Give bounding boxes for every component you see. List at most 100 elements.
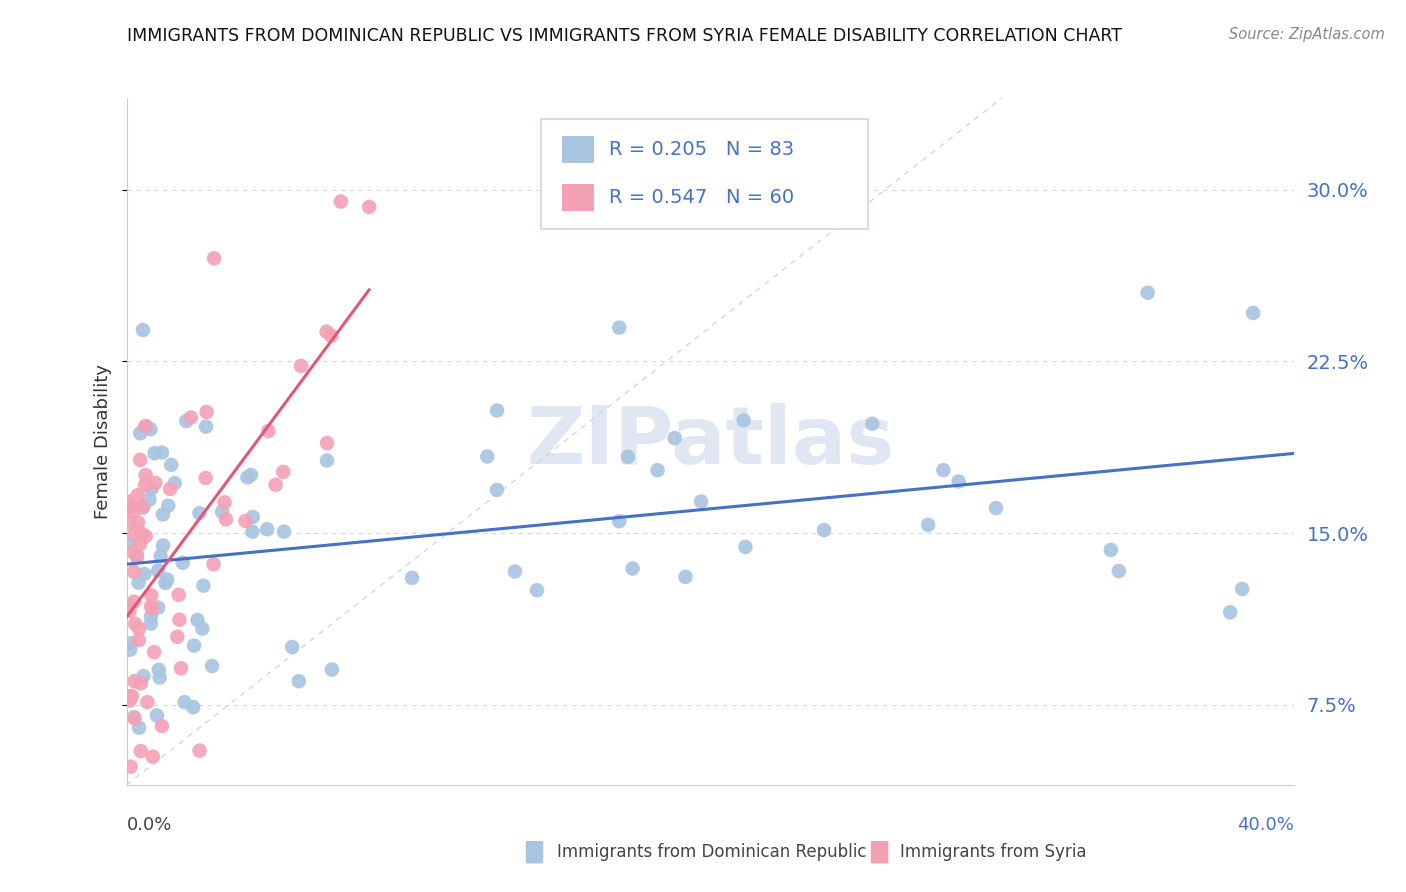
Point xyxy=(813,523,835,537)
Point xyxy=(734,540,756,554)
Point xyxy=(477,450,499,464)
Point xyxy=(121,689,143,703)
Point xyxy=(186,613,208,627)
Point xyxy=(134,567,156,582)
Point xyxy=(120,642,142,657)
Point xyxy=(733,413,755,427)
Point xyxy=(122,710,145,724)
Point xyxy=(170,661,193,675)
Point xyxy=(132,500,155,515)
Text: Immigrants from Dominican Republic: Immigrants from Dominican Republic xyxy=(557,843,866,861)
Point xyxy=(621,561,644,575)
Text: R = 0.205   N = 83: R = 0.205 N = 83 xyxy=(609,140,793,159)
Point xyxy=(607,320,630,334)
Point xyxy=(288,674,311,689)
Point xyxy=(139,599,162,614)
Point xyxy=(329,194,352,209)
Point xyxy=(239,467,262,482)
Point xyxy=(139,616,162,631)
Text: 40.0%: 40.0% xyxy=(1237,816,1294,834)
Point xyxy=(984,501,1007,516)
Point xyxy=(1136,285,1159,300)
Point xyxy=(125,548,148,562)
Text: IMMIGRANTS FROM DOMINICAN REPUBLIC VS IMMIGRANTS FROM SYRIA FEMALE DISABILITY CO: IMMIGRANTS FROM DOMINICAN REPUBLIC VS IM… xyxy=(127,27,1122,45)
Point xyxy=(135,419,157,434)
Point xyxy=(127,488,149,502)
Point xyxy=(135,529,157,543)
Bar xyxy=(562,184,595,211)
Point xyxy=(129,426,152,441)
Point xyxy=(121,500,143,514)
Point xyxy=(128,575,150,590)
Point xyxy=(316,453,339,467)
Point xyxy=(139,609,162,624)
Point xyxy=(159,482,181,496)
Point xyxy=(152,508,174,522)
Point xyxy=(675,570,697,584)
Text: █: █ xyxy=(870,840,887,863)
Point xyxy=(174,414,197,428)
Point xyxy=(120,636,142,650)
Point xyxy=(143,446,166,460)
Point xyxy=(290,359,312,373)
Point xyxy=(156,573,179,587)
Point xyxy=(1108,564,1130,578)
Text: R = 0.547   N = 60: R = 0.547 N = 60 xyxy=(609,188,793,207)
Point xyxy=(118,690,141,704)
Point xyxy=(122,505,145,519)
Point xyxy=(188,506,211,520)
Point xyxy=(181,700,204,714)
Point xyxy=(193,579,215,593)
Point xyxy=(118,599,141,613)
Point xyxy=(183,639,205,653)
Point xyxy=(647,463,669,477)
Point xyxy=(235,514,257,528)
Point xyxy=(118,604,141,618)
Point xyxy=(271,465,294,479)
Point xyxy=(214,495,236,509)
Point xyxy=(401,571,423,585)
Point xyxy=(142,601,165,615)
Point xyxy=(128,633,150,648)
Point xyxy=(118,494,141,508)
Point xyxy=(607,514,630,528)
Point xyxy=(617,450,640,464)
Point xyxy=(141,588,163,602)
Y-axis label: Female Disability: Female Disability xyxy=(94,364,112,519)
Text: █: █ xyxy=(526,840,543,863)
Point xyxy=(121,544,143,558)
Point xyxy=(485,483,508,497)
Point xyxy=(256,522,278,536)
Point xyxy=(526,583,548,598)
Point xyxy=(129,744,152,758)
Point xyxy=(124,527,146,541)
Point xyxy=(236,470,259,484)
Point xyxy=(281,640,304,654)
Point xyxy=(172,556,194,570)
Point xyxy=(124,616,146,631)
Point xyxy=(860,417,883,431)
Point xyxy=(257,424,280,438)
Text: 0.0%: 0.0% xyxy=(127,816,172,834)
Point xyxy=(131,526,153,541)
Point xyxy=(118,515,141,529)
Point xyxy=(1099,543,1122,558)
Point xyxy=(315,325,337,339)
Text: Source: ZipAtlas.com: Source: ZipAtlas.com xyxy=(1229,27,1385,42)
Point xyxy=(129,453,152,467)
Point xyxy=(155,575,177,590)
Point xyxy=(201,659,224,673)
Point xyxy=(138,492,160,507)
Point xyxy=(141,482,163,496)
Point xyxy=(152,538,174,552)
Point xyxy=(150,445,173,459)
Point xyxy=(146,708,169,723)
Point xyxy=(150,719,173,733)
Point xyxy=(321,328,343,343)
Point xyxy=(118,693,141,707)
Point xyxy=(1232,582,1254,596)
Point xyxy=(149,549,172,563)
Point xyxy=(120,538,142,552)
Point xyxy=(1241,306,1264,320)
Point xyxy=(191,622,214,636)
